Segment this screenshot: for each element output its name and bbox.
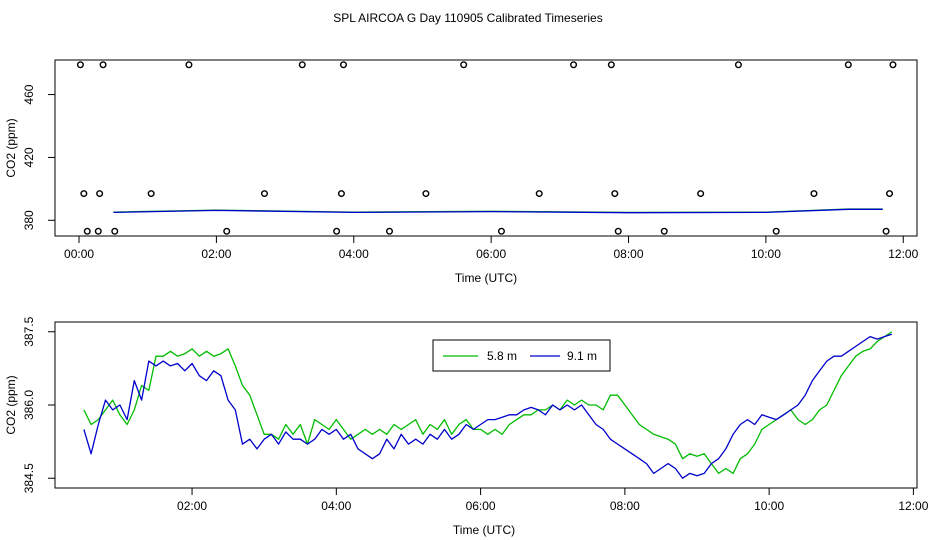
scatter-point-high [339,61,347,69]
scatter-point-high [460,61,468,69]
y-tick-label: 420 [22,147,36,167]
y-tick-label: 386.0 [22,390,36,420]
scatter-point-mid [697,190,705,198]
x-tick-label: 10:00 [754,499,784,513]
scatter-point-high [844,61,852,69]
scatter-point-mid [337,190,345,198]
x-tick-label: 12:00 [898,499,928,513]
series-line-9-1-m [113,208,883,214]
scatter-point-high [734,61,742,69]
scatter-point-high [607,61,615,69]
scatter-point-low [882,227,890,235]
scatter-point-high [889,61,897,69]
top-panel: 00:00 02:00 04:00 06:00 08:00 10:00 12:00 380 4… [4,59,919,285]
top-plot-frame [54,59,918,237]
bottom-x-axis: 02:00 04:00 06:00 08:00 10:00 12:00 [177,487,929,513]
y-tick-label: 460 [22,84,36,104]
scatter-point-low [223,227,231,235]
y-tick-label: 387.5 [22,316,36,346]
scatter-point-low [111,227,119,235]
bottom-x-axis-label: Time (UTC) [453,523,515,537]
top-points-group [76,61,897,235]
scatter-point-mid [147,190,155,198]
scatter-point-low [497,227,505,235]
scatter-point-mid [535,190,543,198]
legend: 5.8 m 9.1 m [432,339,611,372]
chart-title: SPL AIRCOA G Day 110905 Calibrated Times… [333,11,602,25]
bottom-y-axis: 384.5 386.0 387.5 [22,316,56,493]
y-tick-label: 384.5 [22,463,36,493]
scatter-point-mid [810,190,818,198]
scatter-point-low [333,227,341,235]
x-tick-label: 10:00 [751,247,781,261]
x-tick-label: 08:00 [614,247,644,261]
scatter-point-low [83,227,91,235]
scatter-point-high [185,61,193,69]
scatter-point-mid [886,190,894,198]
bottom-series-group [83,331,893,479]
top-y-axis-label: CO2 (ppm) [4,118,18,177]
scatter-point-low [94,227,102,235]
legend-label-9-1m: 9.1 m [567,349,597,363]
bottom-y-axis-label: CO2 (ppm) [4,375,18,434]
top-x-axis: 00:00 02:00 04:00 06:00 08:00 10:00 12:00 [64,235,919,261]
scatter-point-mid [422,190,430,198]
scatter-point-low [614,227,622,235]
scatter-point-high [298,61,306,69]
x-tick-label: 08:00 [610,499,640,513]
scatter-point-mid [96,190,104,198]
x-tick-label: 04:00 [339,247,369,261]
series-line-9-1-m [83,333,893,479]
y-tick-label: 380 [22,210,36,230]
x-tick-label: 02:00 [177,499,207,513]
top-x-axis-label: Time (UTC) [455,271,517,285]
legend-label-5-8m: 5.8 m [487,349,517,363]
x-tick-label: 02:00 [201,247,231,261]
scatter-point-high [570,61,578,69]
series-line-5-8-m [83,331,893,475]
bottom-panel: 02:00 04:00 06:00 08:00 10:00 12:00 384.5 386.… [4,316,929,537]
scatter-point-low [772,227,780,235]
scatter-point-high [99,61,107,69]
x-tick-label: 12:00 [888,247,918,261]
top-series-group [113,208,883,214]
scatter-point-low [660,227,668,235]
scatter-point-mid [80,190,88,198]
top-y-axis: 380 420 460 [22,84,56,230]
scatter-point-high [76,61,84,69]
scatter-point-mid [611,190,619,198]
scatter-point-low [385,227,393,235]
scatter-point-mid [260,190,268,198]
x-tick-label: 06:00 [476,247,506,261]
x-tick-label: 06:00 [466,499,496,513]
x-tick-label: 04:00 [321,499,351,513]
x-tick-label: 00:00 [64,247,94,261]
